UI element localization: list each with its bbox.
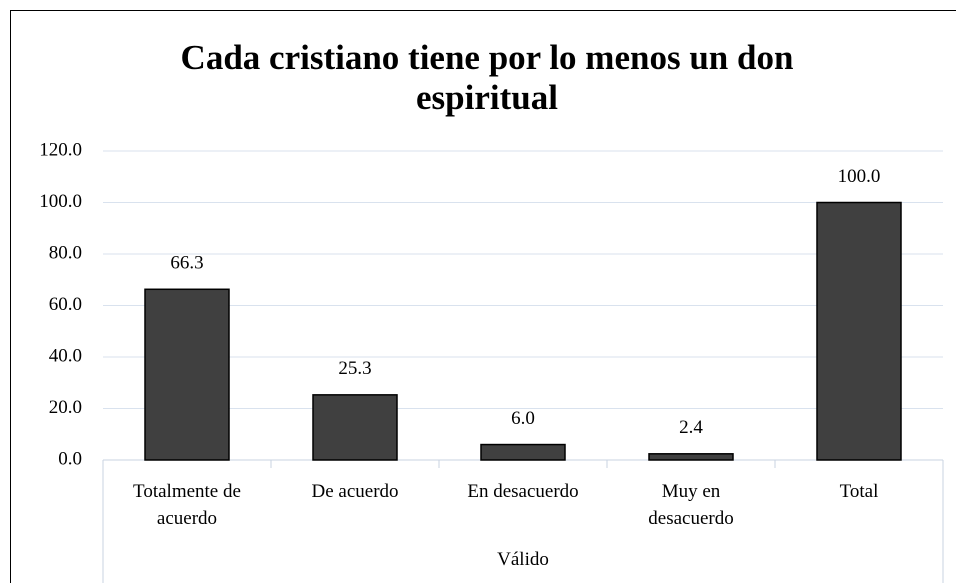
x-tick-label: Total — [839, 481, 879, 502]
y-tick-label: 120.0 — [39, 139, 82, 160]
x-tick-label: Totalmente de acuerdo — [133, 481, 241, 529]
bar — [648, 453, 734, 461]
data-label: 100.0 — [838, 166, 881, 187]
y-tick-label: 20.0 — [49, 397, 82, 418]
bar — [480, 443, 566, 461]
data-label: 6.0 — [511, 408, 535, 429]
chart-border — [10, 10, 956, 583]
data-label: 2.4 — [679, 417, 703, 438]
x-tick-label: Muy en desacuerdo — [648, 481, 734, 529]
y-tick-label: 60.0 — [49, 294, 82, 315]
x-tick-label: En desacuerdo — [467, 481, 579, 502]
chart-title: Cada cristiano tiene por lo menos un don… — [180, 38, 794, 117]
y-tick-label: 0.0 — [58, 448, 82, 469]
y-tick-label: 100.0 — [39, 191, 82, 212]
bar — [312, 394, 398, 461]
y-tick-label: 80.0 — [49, 242, 82, 263]
y-tick-label: 40.0 — [49, 345, 82, 366]
bar — [144, 288, 230, 461]
x-group-label: Válido — [497, 549, 549, 570]
data-label: 25.3 — [338, 358, 371, 379]
x-tick-label: De acuerdo — [311, 481, 399, 502]
bar — [816, 201, 902, 461]
data-label: 66.3 — [170, 253, 203, 274]
